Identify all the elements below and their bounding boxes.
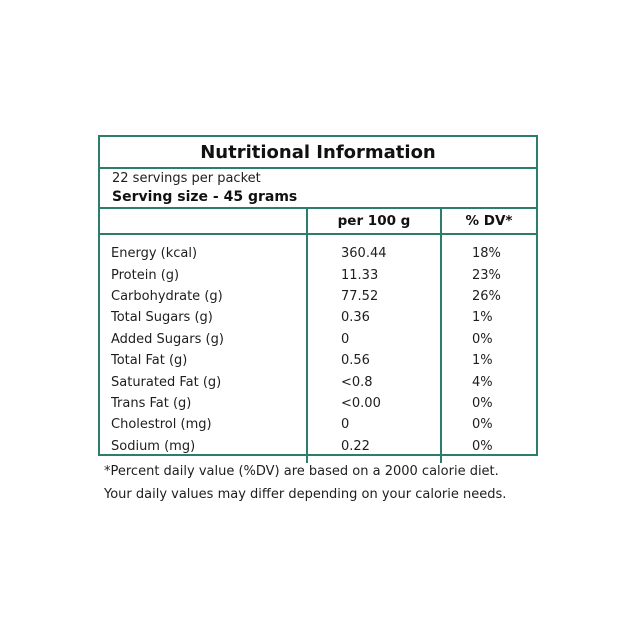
nutrient-dv: 23% bbox=[472, 267, 501, 283]
nutrient-per-100g: 360.44 bbox=[308, 243, 442, 265]
footnote-line-1: *Percent daily value (%DV) are based on … bbox=[104, 464, 499, 479]
footnote: *Percent daily value (%DV) are based on … bbox=[104, 460, 624, 506]
nutrient-per-100g: 11.33 bbox=[308, 264, 442, 286]
nutrient-name: Carbohydrate (g) bbox=[100, 285, 308, 308]
nutrient-dv: 18% bbox=[472, 246, 501, 262]
table-top-padding bbox=[100, 235, 308, 243]
nutrient-per-100g: 0.36 bbox=[308, 307, 442, 329]
table-top-padding bbox=[308, 235, 442, 243]
nutrient-dv: 26% bbox=[472, 288, 501, 304]
nutrient-name: Saturated Fat (g) bbox=[100, 371, 308, 393]
nutrient-dv: 4% bbox=[472, 374, 493, 390]
nutrient-dv: 0% bbox=[472, 417, 493, 433]
nutrient-dv: 0% bbox=[472, 438, 493, 454]
header-per-100g: per 100 g bbox=[308, 209, 442, 235]
servings-per-packet: 22 servings per packet bbox=[112, 170, 261, 186]
nutrient-name: Total Sugars (g) bbox=[100, 307, 308, 329]
nutrient-per-100g: 0.56 bbox=[308, 349, 442, 372]
nutrient-dv: 0% bbox=[472, 331, 493, 347]
nutrient-per-100g: <0.8 bbox=[308, 371, 442, 393]
nutrient-per-100g: 77.52 bbox=[308, 285, 442, 308]
serving-size: Serving size - 45 grams bbox=[112, 188, 298, 205]
nutrition-label: Nutritional Information 22 servings per … bbox=[98, 135, 538, 463]
nutrient-per-100g: 0.22 bbox=[308, 435, 442, 457]
nutrient-per-100g: <0.00 bbox=[308, 392, 442, 415]
nutrient-dv: 1% bbox=[472, 310, 493, 326]
nutrient-name: Energy (kcal) bbox=[100, 243, 308, 265]
nutrient-dv: 0% bbox=[472, 395, 493, 411]
footnote-line-2: Your daily values may differ depending o… bbox=[104, 487, 507, 502]
serving-info: 22 servings per packet Serving size - 45… bbox=[100, 169, 536, 209]
nutrient-dv: 1% bbox=[472, 353, 493, 369]
header-dv: % DV* bbox=[442, 209, 536, 235]
header-nutrient bbox=[100, 209, 308, 235]
nutrient-per-100g: 0 bbox=[308, 328, 442, 350]
nutrient-name: Added Sugars (g) bbox=[100, 328, 308, 350]
table-bottom-padding bbox=[308, 456, 442, 463]
nutrient-per-100g: 0 bbox=[308, 414, 442, 436]
nutrient-name: Protein (g) bbox=[100, 264, 308, 286]
table-bottom-padding bbox=[100, 456, 308, 463]
nutrient-name: Cholestrol (mg) bbox=[100, 414, 308, 436]
nutrient-name: Total Fat (g) bbox=[100, 349, 308, 372]
label-title: Nutritional Information bbox=[100, 137, 536, 169]
table-top-padding bbox=[442, 235, 536, 243]
nutrient-name: Sodium (mg) bbox=[100, 435, 308, 457]
nutrient-name: Trans Fat (g) bbox=[100, 392, 308, 415]
nutrition-table: per 100 g % DV* Energy (kcal) 360.44 18% Pr… bbox=[100, 209, 536, 463]
